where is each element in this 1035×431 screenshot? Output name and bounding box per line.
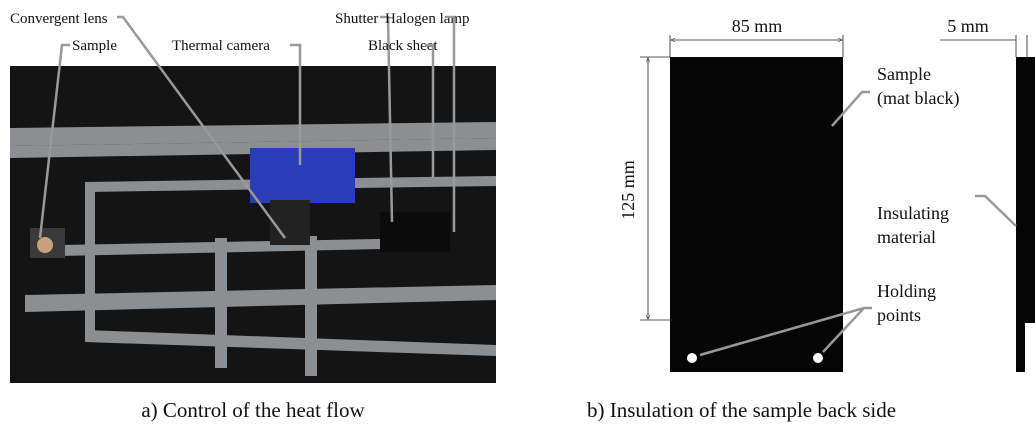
thickness-label: 5 mm xyxy=(947,16,989,36)
label: Halogen lamp xyxy=(385,11,470,27)
sample-side xyxy=(1016,57,1035,372)
label: Shutter xyxy=(335,11,378,27)
holding-point xyxy=(687,353,697,363)
photo-labels: Convergent lens Sample Thermal camera Sh… xyxy=(10,11,470,239)
caption: a) Control of the heat flow xyxy=(141,398,365,422)
holding-label: points xyxy=(877,305,921,325)
height-label: 125 mm xyxy=(618,160,638,220)
insulation-label: material xyxy=(877,227,936,247)
caption: b) Insulation of the sample back side xyxy=(587,398,896,422)
photo xyxy=(10,66,496,383)
dimensions xyxy=(640,35,1028,321)
holding-point xyxy=(813,353,823,363)
label: Black sheet xyxy=(368,38,438,54)
sample-label: Sample xyxy=(877,64,931,84)
sample-front xyxy=(670,57,843,372)
label: Convergent lens xyxy=(10,11,108,27)
holding-label: Holding xyxy=(877,281,936,301)
sample-label: (mat black) xyxy=(877,88,959,109)
label: Sample xyxy=(72,38,117,54)
label: Thermal camera xyxy=(172,38,270,54)
insulation-label: Insulating xyxy=(877,203,949,223)
width-label: 85 mm xyxy=(732,16,783,36)
